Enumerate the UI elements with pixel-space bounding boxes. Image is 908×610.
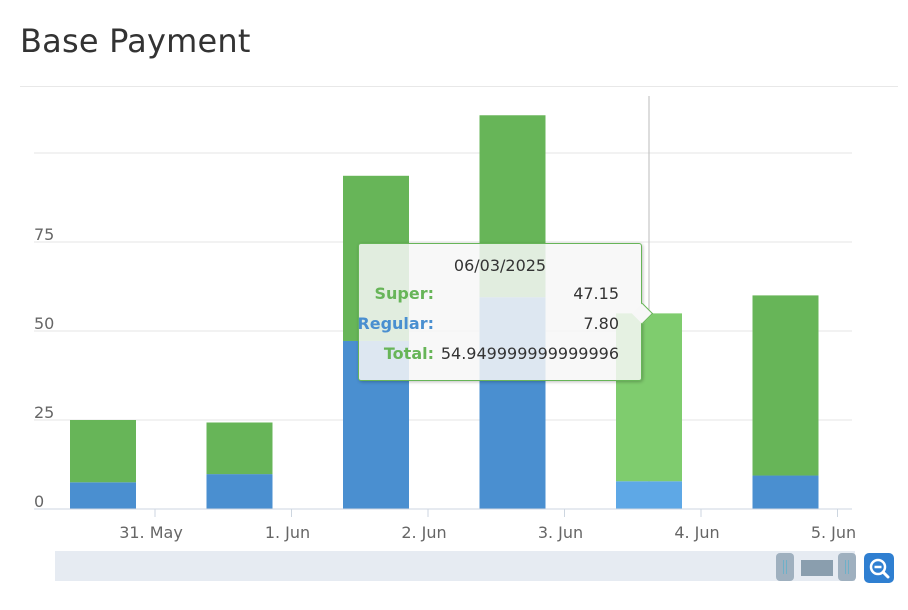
x-tick-label: 31. May (119, 523, 183, 542)
x-tick-label: 3. Jun (538, 523, 583, 542)
tooltip-value: 47.15 (573, 284, 619, 303)
tooltip-row-regular: Regular: 7.80 (357, 314, 629, 336)
navigator-right-handle[interactable] (838, 553, 856, 581)
chart-title: Base Payment (20, 22, 251, 60)
tooltip: 06/03/2025 Super: 47.15 Regular: 7.80 To… (357, 243, 654, 381)
y-tick-label: 0 (34, 492, 44, 511)
bar-super[interactable] (752, 295, 819, 476)
navigator-thumb[interactable] (801, 560, 833, 576)
y-tick-label: 50 (34, 314, 54, 333)
tooltip-row-total: Total: 54.949999999999996 (359, 344, 629, 366)
tooltip-row-super: Super: 47.15 (359, 284, 629, 306)
tooltip-value: 7.80 (583, 314, 619, 333)
bar-regular[interactable] (616, 481, 682, 509)
bar-super[interactable] (206, 422, 273, 475)
tooltip-label: Regular: (357, 314, 434, 333)
y-tick-label: 75 (34, 225, 54, 244)
zoom-out-icon (869, 558, 890, 579)
x-tick-label: 5. Jun (811, 523, 856, 542)
bar-regular[interactable] (752, 475, 819, 509)
tooltip-value: 54.949999999999996 (440, 344, 619, 363)
tooltip-date: 06/03/2025 (453, 256, 547, 275)
x-tick-label: 1. Jun (265, 523, 310, 542)
zoom-out-button[interactable] (864, 553, 894, 583)
bar-regular[interactable] (70, 482, 136, 509)
bar-super[interactable] (70, 420, 136, 483)
bar-regular[interactable] (206, 474, 273, 509)
navigator-left-handle[interactable] (776, 553, 794, 581)
title-divider (20, 86, 898, 87)
tooltip-label: Super: (374, 284, 434, 303)
tooltip-label: Total: (383, 344, 434, 363)
navigator-track[interactable] (55, 551, 855, 581)
y-tick-label: 25 (34, 403, 54, 422)
x-tick-label: 4. Jun (674, 523, 719, 542)
x-tick-label: 2. Jun (401, 523, 446, 542)
